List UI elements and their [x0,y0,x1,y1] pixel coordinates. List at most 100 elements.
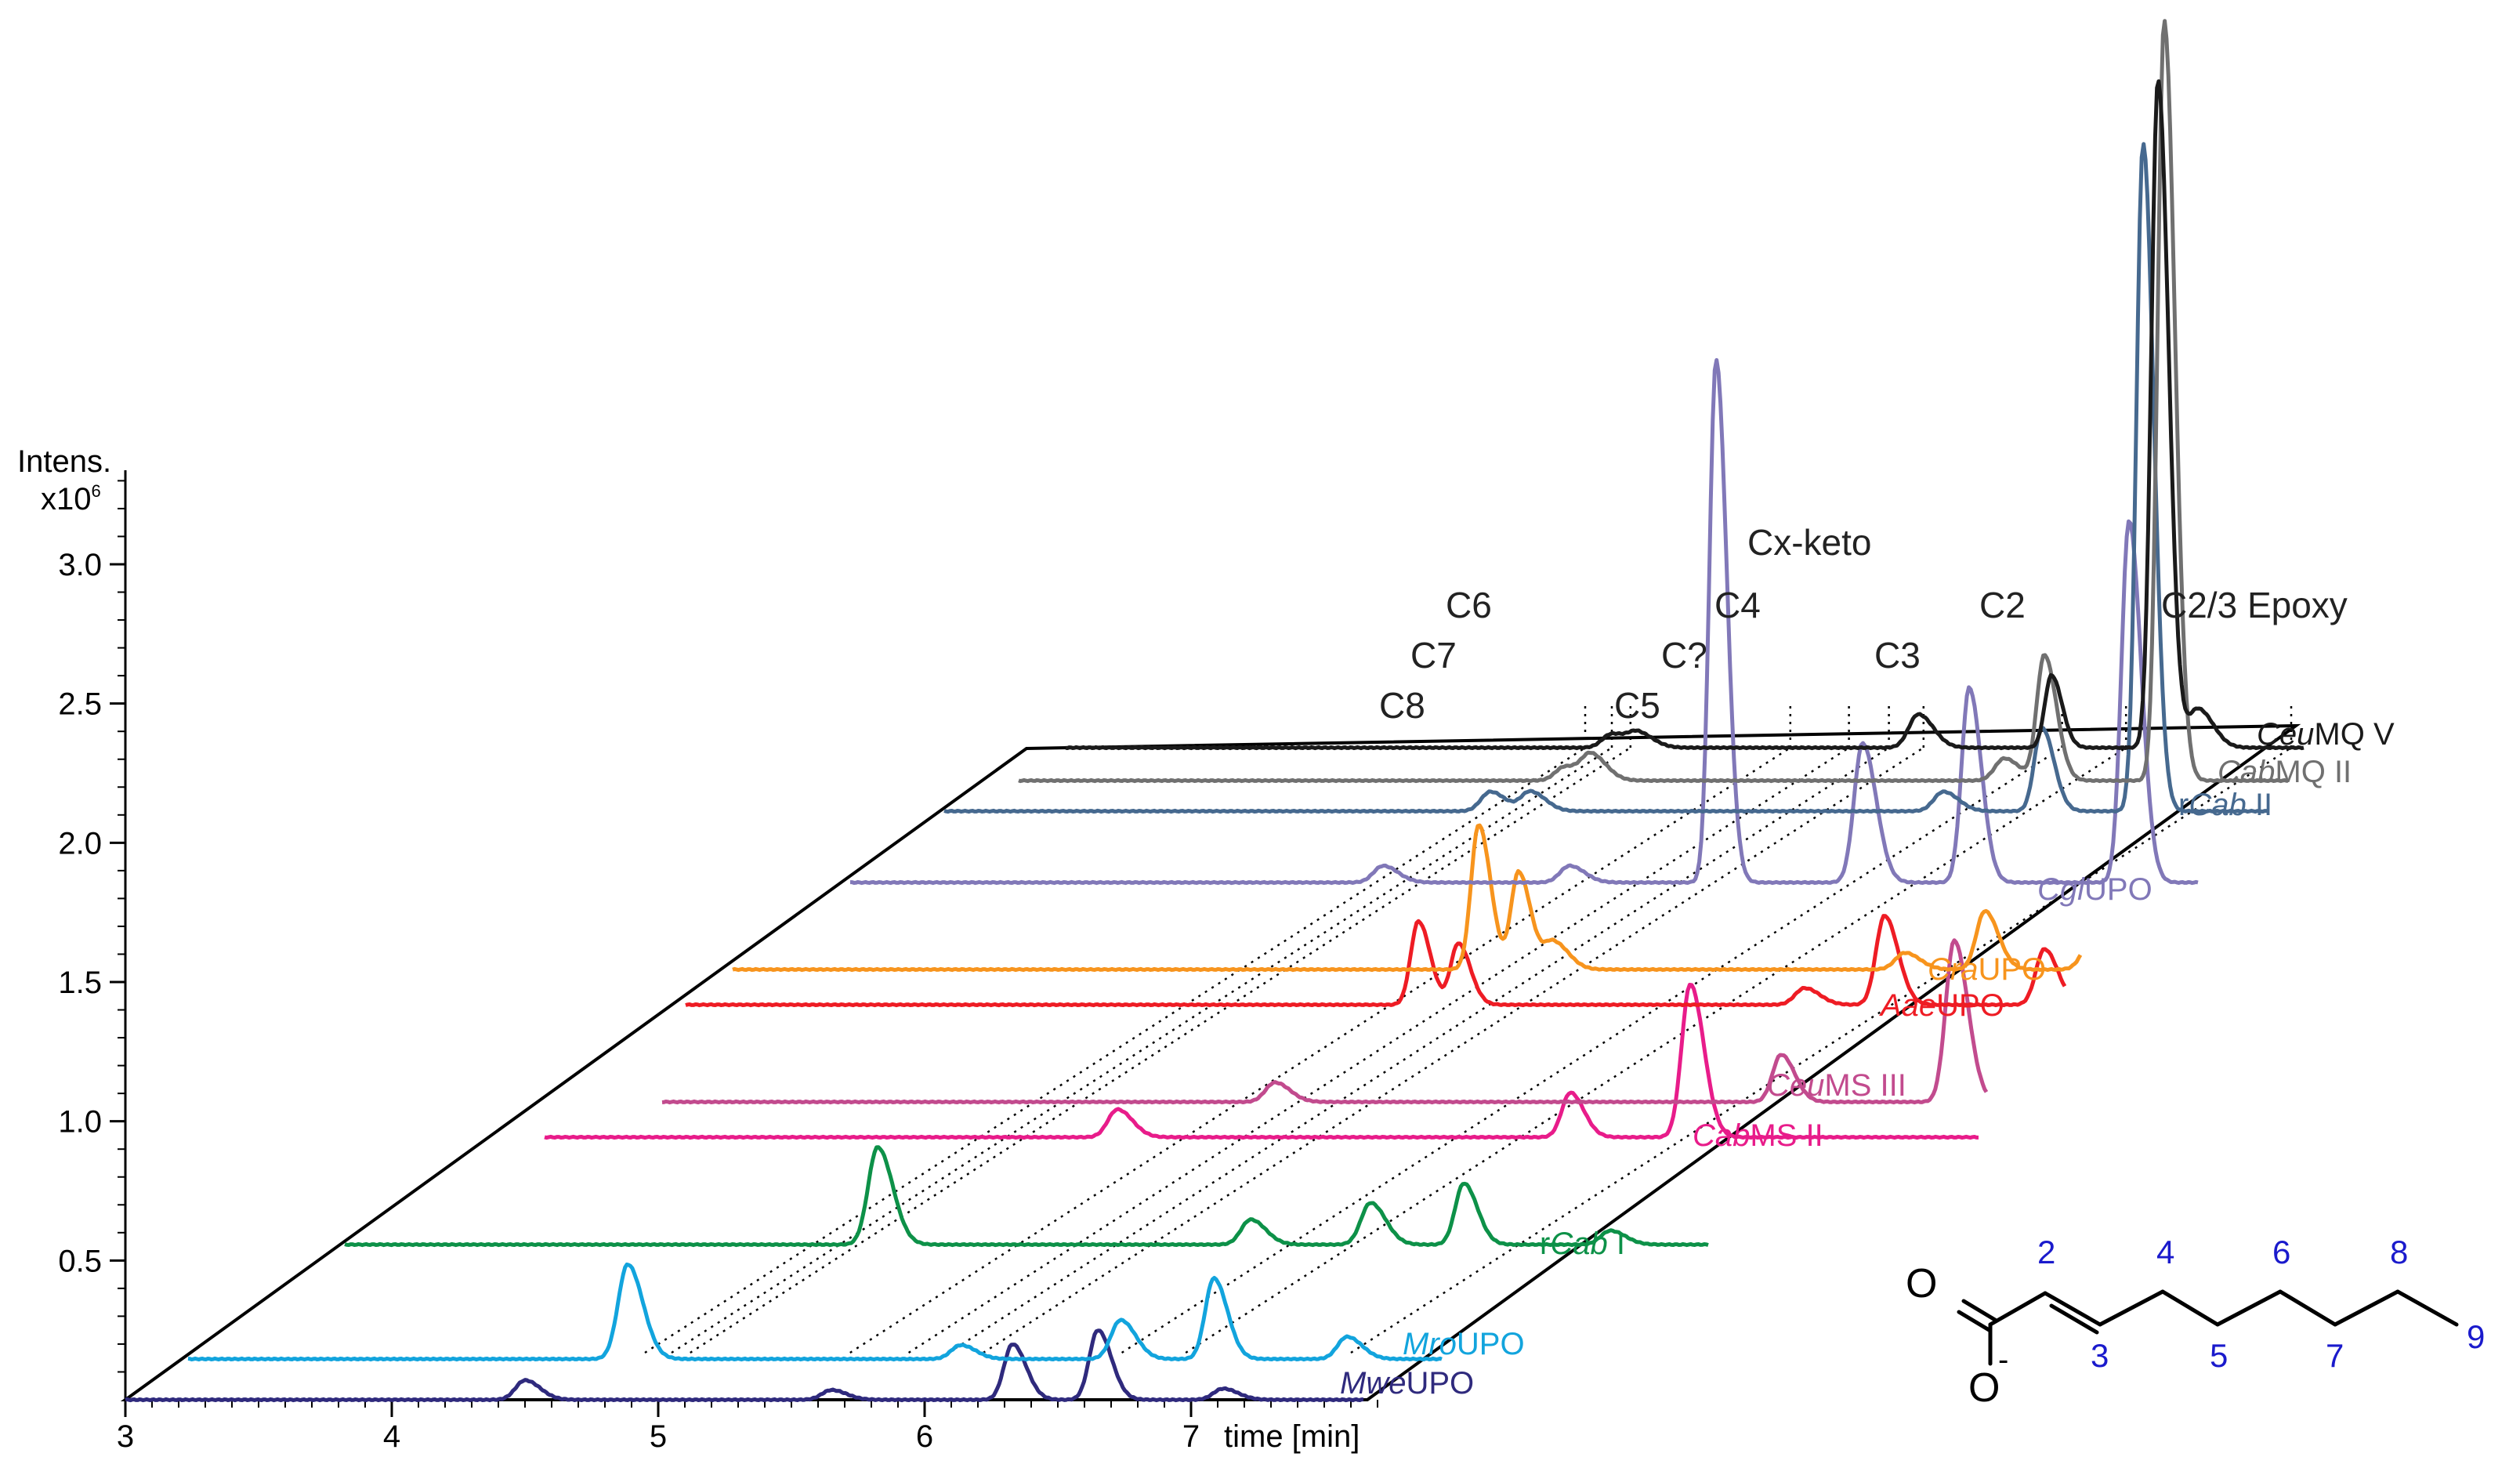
series-label-italic: Mro [1403,1327,1457,1361]
series-label-rest: UPO [2084,872,2152,907]
annotation-Cx-keto: Cx-keto [1747,522,1871,563]
series-label-cra: CraUPO [1928,952,2046,987]
series-label-aae: AaeUPO [1879,988,2004,1023]
series-label-rcab2: rCab II [2178,788,2272,822]
trace-cgl [850,357,2199,886]
annotation-C5: C5 [1614,685,1660,726]
trace-rcab1 [344,1145,1709,1248]
carbon-number-2: 2 [2037,1234,2055,1270]
guide-C? [907,746,1850,1354]
molecule-charge: - [1998,1343,2008,1377]
carbon-number-4: 4 [2156,1234,2174,1270]
trace-ceums [661,938,1989,1105]
x-tick-label: 6 [916,1419,933,1454]
guide-C2/3 Epoxy [1350,746,2292,1354]
series-label-italic: Cab [1550,1227,1607,1261]
guide-Cx-keto [983,746,1924,1354]
series-label-italic: Aae [1879,988,1936,1023]
y-tick-label: 2.5 [58,687,102,722]
y-label-scale-base: x10 [41,482,92,516]
series-label-cabms: CabMS II [1693,1118,1823,1153]
series-label-prefix: r [1540,1227,1550,1261]
guide-C5 [849,746,1791,1354]
series-label-italic: Ceu [2257,717,2314,752]
floor-plane [120,723,2301,1401]
series-label-rest: UPO [1457,1327,1525,1361]
series-label-rest: MQ II [2275,755,2352,789]
series-label-rest: II [2247,788,2272,822]
y-ticks: 0.5 1.0 1.5 2.0 2.5 3.0 [58,480,125,1373]
series-label-italic: Cab [2189,788,2246,822]
guide-C4 [947,746,1890,1354]
series-label-italic: Ceu [1767,1068,1824,1103]
y-label-scale: x106 [41,481,101,516]
trace-mro [187,1262,1443,1362]
series-label-rest: UPO [1936,988,2004,1023]
series-label-italic: Cab [2218,755,2275,789]
annotation-C6: C6 [1446,585,1492,625]
series-label-ceumq: CeuMQ V [2257,717,2395,752]
x-axis-label: time [min] [1224,1419,1360,1454]
series-label-rest: I [1608,1227,1625,1261]
molecule-oxygen-bottom: O [1968,1365,2000,1411]
carbon-number-8: 8 [2390,1234,2408,1270]
guide-C6 [690,746,1631,1354]
carbon-number-5: 5 [2210,1337,2228,1374]
series-label-cabmq: CabMQ II [2218,755,2352,789]
annotation-C?: C? [1661,635,1707,676]
carbon-number-3: 3 [2091,1337,2109,1374]
annotation-C2/3 Epoxy: C2/3 Epoxy [2161,585,2348,625]
series-label-italic: Cra [1928,952,1978,987]
x-tick-label: 3 [117,1419,134,1454]
carbon-number-7: 7 [2326,1337,2344,1374]
y-tick-label: 1.5 [58,966,102,1000]
traces [125,19,2305,1403]
annotation-C8: C8 [1379,685,1425,726]
guide-C7 [671,746,1613,1354]
carbon-number-9: 9 [2467,1318,2485,1355]
guide-C2 [1185,746,2127,1354]
molecule-oxygen-top: O [1906,1261,1937,1306]
peak-annotations: C8 C7 C6 C5C?C4 Cx-keto C3 C2 C2/3 Epoxy [1379,522,2348,726]
x-tick-label: 5 [650,1419,667,1454]
x-tick-label: 4 [383,1419,400,1454]
y-tick-label: 2.0 [58,826,102,861]
trace-rcab2 [943,142,2269,814]
y-tick-label: 1.0 [58,1105,102,1140]
series-label-mro: MroUPO [1403,1327,1525,1361]
annotation-C2: C2 [1979,585,2026,625]
molecule-structure [1957,1289,2459,1366]
series-label-rest: MQ V [2314,717,2395,752]
series-label-cgl: CglUPO [2037,872,2152,907]
trace-ceumq [1065,79,2305,751]
series-label-rest: MS II [1750,1118,1823,1153]
guide-C8 [644,746,1586,1354]
carbon-numbers: 2 3 4 5 6 7 8 9 [2037,1234,2485,1374]
y-label-intens: Intens. [17,444,111,479]
trace-cabmq [1018,19,2289,784]
series-label-rest: UPO [1406,1366,1474,1401]
series-label-italic: Cgl [2037,872,2085,907]
annotation-C7: C7 [1410,635,1457,676]
series-label-rest: MS III [1824,1068,1906,1103]
series-label-italic: Mwe [1340,1366,1406,1401]
carbon-number-6: 6 [2272,1234,2290,1270]
x-ticks: 3 4 5 6 7 [117,1400,1378,1454]
y-tick-label: 0.5 [58,1244,102,1278]
trace-cabms [544,983,1979,1140]
series-label-ceums: CeuMS III [1767,1068,1906,1103]
series-label-rest: UPO [1978,952,2046,987]
series-label-italic: Cab [1693,1118,1750,1153]
series-label-mwe: MweUPO [1340,1366,1474,1401]
trace-aae [685,914,2067,1008]
annotation-C4: C4 [1714,585,1761,625]
y-tick-label: 3.0 [58,548,102,582]
retention-guides [644,701,2293,1354]
y-label-scale-exp: 6 [92,481,101,501]
trace-cra [732,823,2083,973]
series-label-prefix: r [2178,788,2189,822]
x-tick-label: 7 [1182,1419,1200,1454]
